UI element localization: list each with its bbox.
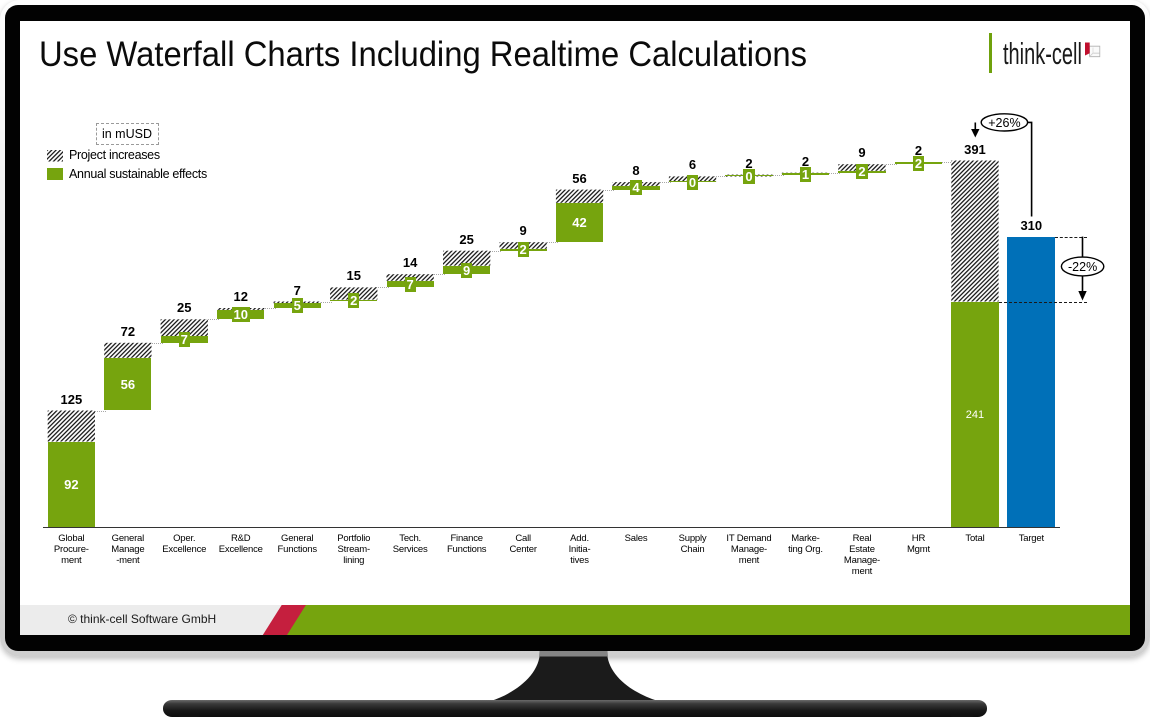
svg-text:-22%: -22% [1068, 260, 1097, 274]
svg-text:+26%: +26% [988, 116, 1020, 130]
